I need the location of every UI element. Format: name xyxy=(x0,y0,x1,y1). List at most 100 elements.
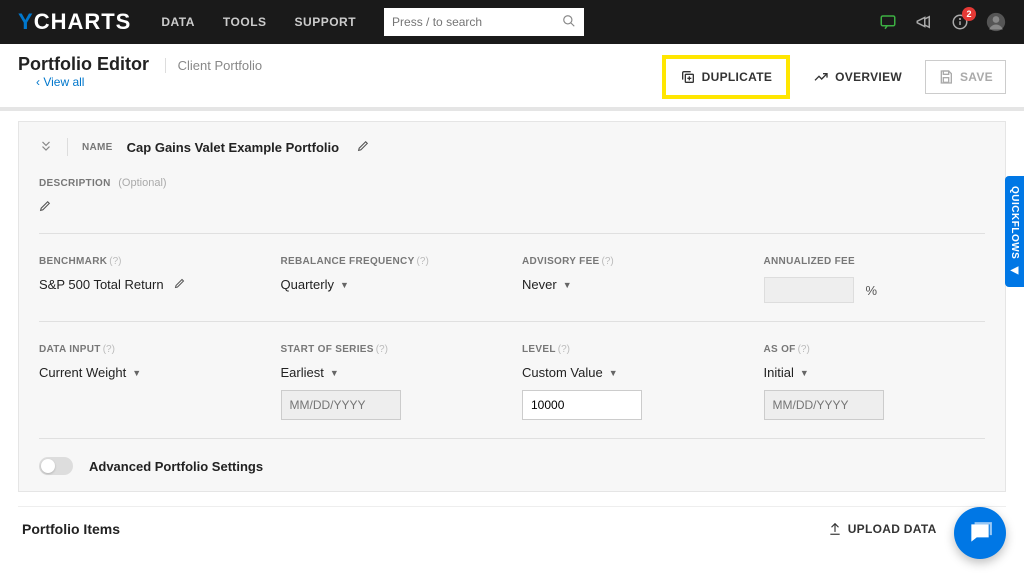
duplicate-button[interactable]: DUPLICATE xyxy=(662,55,790,99)
info-icon[interactable]: 2 xyxy=(950,12,970,32)
help-icon[interactable]: (?) xyxy=(798,344,810,355)
help-icon[interactable]: (?) xyxy=(417,256,429,267)
nav-link-support[interactable]: SUPPORT xyxy=(295,15,357,29)
chevron-down-icon: ▼ xyxy=(609,368,618,378)
portfolio-items-bar: Portfolio Items UPLOAD DATA EDIT IT xyxy=(18,506,1006,551)
benchmark-field: BENCHMARK(?) S&P 500 Total Return xyxy=(39,252,261,303)
items-title: Portfolio Items xyxy=(22,521,120,537)
logo[interactable]: YCHARTS xyxy=(18,9,131,35)
rebalance-value: Quarterly xyxy=(281,277,334,292)
nav-right: 2 xyxy=(878,12,1006,32)
upload-data-button[interactable]: UPLOAD DATA xyxy=(828,522,937,536)
advanced-toggle-row: Advanced Portfolio Settings xyxy=(39,457,985,475)
asof-field: AS OF(?) Initial▼ xyxy=(764,340,986,420)
user-icon[interactable] xyxy=(986,12,1006,32)
level-label: LEVEL xyxy=(522,344,556,355)
page-header: Portfolio Editor Client Portfolio View a… xyxy=(0,44,1024,111)
editor-panel: NAME Cap Gains Valet Example Portfolio D… xyxy=(18,121,1006,492)
save-label: SAVE xyxy=(960,70,993,84)
chat-icon[interactable] xyxy=(878,12,898,32)
edit-benchmark-icon[interactable] xyxy=(174,277,186,292)
annualized-input-wrap: % xyxy=(764,277,986,303)
edit-name-icon[interactable] xyxy=(357,139,370,155)
page-subtitle: Client Portfolio xyxy=(165,58,263,73)
logo-rest: CHARTS xyxy=(34,9,132,35)
help-icon[interactable]: (?) xyxy=(103,344,115,355)
description-row: DESCRIPTION (Optional) xyxy=(39,174,985,215)
start-field: START OF SERIES(?) Earliest ▼ xyxy=(281,340,503,420)
chevron-down-icon: ▼ xyxy=(563,280,572,290)
start-label: START OF SERIES xyxy=(281,344,374,355)
description-optional: (Optional) xyxy=(118,177,166,189)
advisory-value: Never xyxy=(522,277,557,292)
level-dropdown[interactable]: Custom Value ▼ xyxy=(522,365,744,380)
nav-link-data[interactable]: DATA xyxy=(161,15,195,29)
data-input-dropdown[interactable]: Current Weight ▼ xyxy=(39,365,261,380)
rebalance-label: REBALANCE FREQUENCY xyxy=(281,256,415,267)
top-nav: YCHARTS DATA TOOLS SUPPORT 2 xyxy=(0,0,1024,44)
search-icon[interactable] xyxy=(562,14,576,31)
benchmark-label: BENCHMARK xyxy=(39,256,107,267)
benchmark-value-row[interactable]: S&P 500 Total Return xyxy=(39,277,261,292)
edit-description-icon[interactable] xyxy=(39,199,985,215)
settings-row-1: BENCHMARK(?) S&P 500 Total Return REBALA… xyxy=(39,252,985,303)
chevron-down-icon: ▼ xyxy=(330,368,339,378)
overview-button[interactable]: OVERVIEW xyxy=(800,60,915,94)
view-all-link[interactable]: View all xyxy=(18,75,262,99)
data-input-value: Current Weight xyxy=(39,365,126,380)
start-value: Earliest xyxy=(281,365,324,380)
annualized-field: ANNUALIZED FEE % xyxy=(764,252,986,303)
help-icon[interactable]: (?) xyxy=(602,256,614,267)
chevron-down-icon: ▼ xyxy=(340,280,349,290)
description-label: DESCRIPTION xyxy=(39,178,111,189)
header-actions: DUPLICATE OVERVIEW SAVE xyxy=(662,55,1006,99)
advisory-field: ADVISORY FEE(?) Never ▼ xyxy=(522,252,744,303)
chevron-down-icon: ▼ xyxy=(800,368,809,378)
start-dropdown[interactable]: Earliest ▼ xyxy=(281,365,503,380)
help-icon[interactable]: (?) xyxy=(109,256,121,267)
overview-label: OVERVIEW xyxy=(835,70,902,84)
level-field: LEVEL(?) Custom Value ▼ xyxy=(522,340,744,420)
annualized-label: ANNUALIZED FEE xyxy=(764,256,855,267)
advanced-toggle[interactable] xyxy=(39,457,73,475)
chevron-down-icon: ▼ xyxy=(132,368,141,378)
name-row: NAME Cap Gains Valet Example Portfolio xyxy=(39,138,985,156)
rebalance-field: REBALANCE FREQUENCY(?) Quarterly ▼ xyxy=(281,252,503,303)
nav-link-tools[interactable]: TOOLS xyxy=(223,15,267,29)
level-input[interactable] xyxy=(522,390,642,420)
asof-dropdown[interactable]: Initial▼ xyxy=(764,365,986,380)
percent-sign: % xyxy=(866,283,878,298)
benchmark-value: S&P 500 Total Return xyxy=(39,277,164,292)
chat-launcher[interactable] xyxy=(954,507,1006,559)
quickflows-tab[interactable]: QUICKFLOWS ◀ xyxy=(1005,176,1024,287)
advisory-label: ADVISORY FEE xyxy=(522,256,600,267)
start-date-input[interactable] xyxy=(281,390,401,420)
level-value: Custom Value xyxy=(522,365,603,380)
advanced-label: Advanced Portfolio Settings xyxy=(89,459,263,474)
asof-date-input[interactable] xyxy=(764,390,884,420)
rebalance-dropdown[interactable]: Quarterly ▼ xyxy=(281,277,503,292)
search-wrap[interactable] xyxy=(384,8,584,36)
help-icon[interactable]: (?) xyxy=(376,344,388,355)
name-value: Cap Gains Valet Example Portfolio xyxy=(127,140,339,155)
nav-links: DATA TOOLS SUPPORT xyxy=(161,15,356,29)
help-icon[interactable]: (?) xyxy=(558,344,570,355)
divider xyxy=(39,438,985,439)
logo-y: Y xyxy=(18,9,34,35)
collapse-chevron-icon[interactable] xyxy=(39,139,53,156)
chevron-left-icon: ◀ xyxy=(1009,265,1020,277)
annualized-fee-input[interactable] xyxy=(764,277,854,303)
data-input-label: DATA INPUT xyxy=(39,344,101,355)
divider xyxy=(39,321,985,322)
settings-row-2: DATA INPUT(?) Current Weight▼ START OF S… xyxy=(39,340,985,420)
quickflows-label: QUICKFLOWS xyxy=(1009,186,1020,259)
divider xyxy=(39,233,985,234)
notif-badge: 2 xyxy=(962,7,976,21)
megaphone-icon[interactable] xyxy=(914,12,934,32)
advisory-dropdown[interactable]: Never ▼ xyxy=(522,277,744,292)
search-input[interactable] xyxy=(392,15,562,29)
asof-label: AS OF xyxy=(764,344,796,355)
save-button[interactable]: SAVE xyxy=(925,60,1006,94)
page-title: Portfolio Editor xyxy=(18,54,149,74)
duplicate-label: DUPLICATE xyxy=(702,70,772,84)
